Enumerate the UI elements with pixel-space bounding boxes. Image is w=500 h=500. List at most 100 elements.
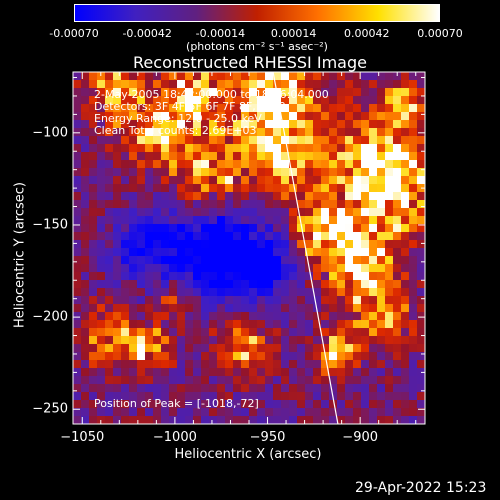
heatmap-pixel: [145, 328, 154, 337]
heatmap-pixel: [81, 216, 90, 225]
heatmap-pixel: [217, 392, 226, 401]
heatmap-pixel: [177, 80, 186, 89]
heatmap-pixel: [225, 384, 234, 393]
heatmap-pixel: [161, 344, 170, 353]
heatmap-pixel: [81, 112, 90, 121]
heatmap-pixel: [409, 256, 418, 265]
heatmap-pixel: [401, 376, 410, 385]
heatmap-pixel: [337, 128, 346, 137]
heatmap-pixel: [105, 232, 114, 241]
heatmap-pixel: [409, 328, 418, 337]
heatmap-pixel: [257, 168, 266, 177]
heatmap-pixel: [281, 264, 290, 273]
heatmap-pixel: [393, 280, 402, 289]
heatmap-pixel: [257, 120, 266, 129]
heatmap-pixel: [81, 88, 90, 97]
heatmap-pixel: [361, 96, 370, 105]
heatmap-pixel: [113, 72, 122, 81]
heatmap-pixel: [353, 304, 362, 313]
heatmap-pixel: [89, 400, 98, 409]
heatmap-pixel: [281, 200, 290, 209]
heatmap-pixel: [177, 104, 186, 113]
heatmap-pixel: [257, 112, 266, 121]
heatmap-pixel: [161, 104, 170, 113]
heatmap-pixel: [265, 200, 274, 209]
heatmap-pixel: [409, 392, 418, 401]
heatmap-pixel: [369, 168, 378, 177]
heatmap-pixel: [225, 352, 234, 361]
heatmap-pixel: [177, 232, 186, 241]
solar-limb-line: [272, 71, 339, 425]
heatmap-pixel: [369, 392, 378, 401]
heatmap-pixel: [409, 416, 418, 425]
heatmap-pixel: [393, 408, 402, 417]
heatmap-pixel: [289, 344, 298, 353]
heatmap-pixel: [201, 288, 210, 297]
heatmap-pixel: [409, 384, 418, 393]
heatmap-pixel: [161, 320, 170, 329]
heatmap-pixel: [313, 360, 322, 369]
heatmap-pixel: [329, 80, 338, 89]
heatmap-pixel: [241, 368, 250, 377]
heatmap-pixel: [305, 256, 314, 265]
heatmap-pixel: [129, 168, 138, 177]
heatmap-pixel: [129, 144, 138, 153]
heatmap-pixel: [257, 160, 266, 169]
heatmap-pixel: [97, 296, 106, 305]
heatmap-pixel: [73, 368, 82, 377]
heatmap-pixel: [217, 72, 226, 81]
heatmap-pixel: [169, 120, 178, 129]
heatmap-pixel: [329, 208, 338, 217]
heatmap-pixel: [361, 200, 370, 209]
heatmap-pixel: [345, 296, 354, 305]
heatmap-pixel: [337, 232, 346, 241]
heatmap-pixel: [313, 96, 322, 105]
heatmap-pixel: [169, 112, 178, 121]
heatmap-pixel: [201, 416, 210, 425]
heatmap-pixel: [345, 96, 354, 105]
heatmap-pixel: [241, 168, 250, 177]
heatmap-pixel: [265, 280, 274, 289]
heatmap-pixel: [113, 256, 122, 265]
heatmap-pixel: [185, 152, 194, 161]
heatmap-pixel: [169, 248, 178, 257]
heatmap-pixel: [281, 104, 290, 113]
heatmap-pixel: [273, 384, 282, 393]
heatmap-pixel: [153, 368, 162, 377]
heatmap-pixel: [73, 416, 82, 425]
heatmap-pixel: [329, 96, 338, 105]
heatmap-pixel: [129, 392, 138, 401]
heatmap-pixel: [281, 240, 290, 249]
heatmap-pixel: [281, 296, 290, 305]
heatmap-pixel: [345, 232, 354, 241]
heatmap-pixel: [273, 312, 282, 321]
heatmap-pixel: [161, 112, 170, 121]
heatmap-pixel: [289, 256, 298, 265]
heatmap-pixel: [273, 224, 282, 233]
heatmap-pixel: [353, 272, 362, 281]
heatmap-pixel: [81, 224, 90, 233]
heatmap-pixel: [417, 304, 426, 313]
heatmap-pixel: [369, 320, 378, 329]
heatmap-pixel: [209, 104, 218, 113]
heatmap-pixel: [233, 304, 242, 313]
heatmap-pixel: [289, 248, 298, 257]
heatmap-pixel: [321, 400, 330, 409]
heatmap-pixel: [385, 208, 394, 217]
heatmap-pixel: [225, 72, 234, 81]
heatmap-pixel: [337, 192, 346, 201]
heatmap-pixel: [81, 136, 90, 145]
heatmap-pixel: [257, 96, 266, 105]
heatmap-pixel: [105, 96, 114, 105]
heatmap-pixel: [121, 352, 130, 361]
colorbar: [74, 4, 440, 22]
energy-range-label: Energy Range: 12.0 - 25.0 keV: [94, 112, 262, 125]
heatmap-pixel: [385, 88, 394, 97]
heatmap-pixel: [385, 192, 394, 201]
heatmap-pixel: [201, 240, 210, 249]
heatmap-pixel: [377, 384, 386, 393]
heatmap-pixel: [257, 368, 266, 377]
heatmap-pixel: [313, 168, 322, 177]
heatmap-pixel: [225, 336, 234, 345]
heatmap-pixel: [89, 392, 98, 401]
